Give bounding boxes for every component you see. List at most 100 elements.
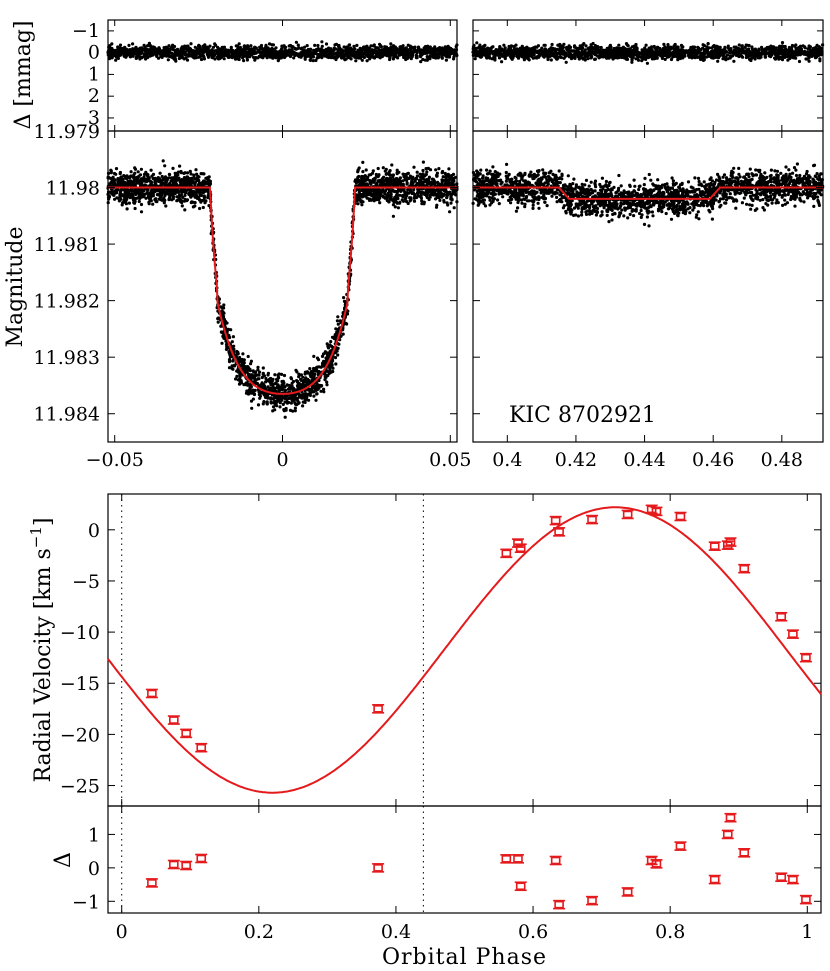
secondary-residuals-point	[726, 46, 730, 50]
secondary-residuals-point	[632, 44, 636, 48]
primary-residuals-point	[349, 57, 353, 61]
photometry-point	[290, 381, 294, 385]
primary-residuals-point	[421, 57, 425, 62]
secondary-residuals-point	[622, 46, 626, 50]
primary-residuals-point	[216, 45, 220, 50]
primary-residuals-point	[362, 48, 366, 52]
photometry-point	[289, 377, 294, 381]
primary-residuals-point	[426, 46, 430, 50]
primary-residuals-point	[225, 54, 229, 58]
primary-residuals-point	[430, 50, 434, 54]
primary-residuals-point	[297, 55, 301, 59]
secondary-residuals-point	[773, 57, 778, 61]
primary-residuals-point	[391, 57, 395, 61]
primary-residuals-point	[446, 48, 450, 52]
photometry-point	[356, 169, 360, 173]
secondary-residuals-point	[728, 51, 732, 55]
primary-residuals-point	[354, 54, 358, 58]
primary-residuals-point	[144, 57, 148, 61]
secondary-residuals-point	[697, 46, 701, 50]
secondary-residuals-point	[760, 48, 764, 52]
secondary-residuals-point	[479, 55, 483, 59]
secondary-residuals-point	[590, 55, 594, 59]
primary-residuals-point	[389, 49, 393, 53]
secondary-residuals-point	[617, 43, 621, 47]
secondary-residuals-point	[803, 46, 807, 50]
secondary-residuals-point	[645, 61, 650, 65]
primary-residuals-point	[347, 55, 351, 59]
secondary-residuals-point	[559, 45, 563, 50]
primary-residuals-point	[206, 55, 211, 59]
primary-residuals-point	[118, 53, 122, 57]
photometry-point	[180, 204, 184, 208]
primary-residuals-point	[360, 58, 364, 62]
secondary-residuals-point	[713, 47, 718, 52]
primary-residuals-point	[339, 50, 343, 54]
secondary-residuals-point	[681, 51, 685, 55]
secondary-residuals-point	[666, 43, 670, 47]
primary-residuals-point	[234, 44, 238, 48]
secondary-residuals-point	[747, 49, 751, 53]
secondary-residuals-point	[475, 41, 479, 45]
secondary-residuals-point	[669, 57, 674, 62]
primary-residuals-point	[303, 45, 307, 49]
secondary-residuals-point	[571, 49, 575, 53]
secondary-residuals-point	[802, 51, 806, 55]
primary-residuals-point	[413, 45, 417, 49]
primary-residuals-point	[245, 45, 249, 49]
photometry-point	[428, 168, 433, 172]
primary-residuals-point	[230, 51, 234, 55]
primary-residuals-point	[278, 49, 283, 53]
primary-residuals-point	[237, 42, 241, 46]
primary-residuals-point	[209, 49, 213, 53]
secondary-residuals-point	[662, 42, 666, 47]
primary-residuals-point	[252, 52, 256, 56]
primary-residuals-point	[151, 48, 155, 52]
secondary-residuals-frame	[472, 19, 824, 132]
primary-residuals-point	[363, 45, 367, 49]
primary-residuals-point	[233, 57, 238, 61]
secondary-residuals-point	[516, 47, 521, 52]
primary-residuals-point	[218, 55, 222, 59]
secondary-residuals-point	[545, 52, 549, 56]
secondary-residuals-point	[710, 55, 714, 59]
primary-residuals-point	[214, 43, 218, 47]
photometry-point	[336, 346, 340, 350]
primary-residuals-point	[400, 48, 404, 52]
primary-residuals-point	[395, 48, 399, 53]
secondary-residuals-point	[625, 43, 629, 47]
photometry-point	[283, 415, 287, 419]
primary-residuals-point	[387, 54, 391, 58]
secondary-residuals-point	[795, 47, 799, 51]
primary-residuals-point	[223, 49, 227, 54]
secondary-residuals-point	[670, 51, 674, 55]
secondary-residuals-point	[771, 46, 775, 50]
primary-residuals-point	[311, 53, 315, 57]
secondary-residuals-point	[702, 51, 706, 55]
photometry-point	[449, 201, 453, 205]
primary-residuals-point	[135, 55, 139, 59]
secondary-residuals-point	[722, 54, 726, 58]
photometry-point	[345, 322, 349, 326]
photometry-point	[179, 200, 183, 204]
photometry-point	[242, 383, 246, 387]
secondary-residuals-point	[701, 43, 705, 47]
secondary-residuals-point	[793, 52, 797, 56]
primary-residuals-point	[292, 56, 296, 60]
secondary-residuals-point	[776, 55, 780, 59]
photometry-point	[171, 166, 175, 170]
primary-residuals-point	[369, 54, 373, 58]
primary-residuals-point	[338, 53, 342, 57]
photometry-point	[250, 406, 254, 410]
photometry-point	[308, 367, 312, 371]
secondary-residuals-point	[760, 45, 764, 49]
primary-residuals-point	[284, 50, 288, 54]
primary-residuals-point	[265, 46, 269, 50]
primary-residuals-point	[165, 49, 169, 53]
primary-residuals-frame	[107, 19, 458, 132]
secondary-residuals-point	[607, 56, 611, 60]
photometry-point	[329, 340, 333, 344]
primary-residuals-point	[288, 43, 293, 48]
primary-residuals-point	[302, 50, 306, 54]
